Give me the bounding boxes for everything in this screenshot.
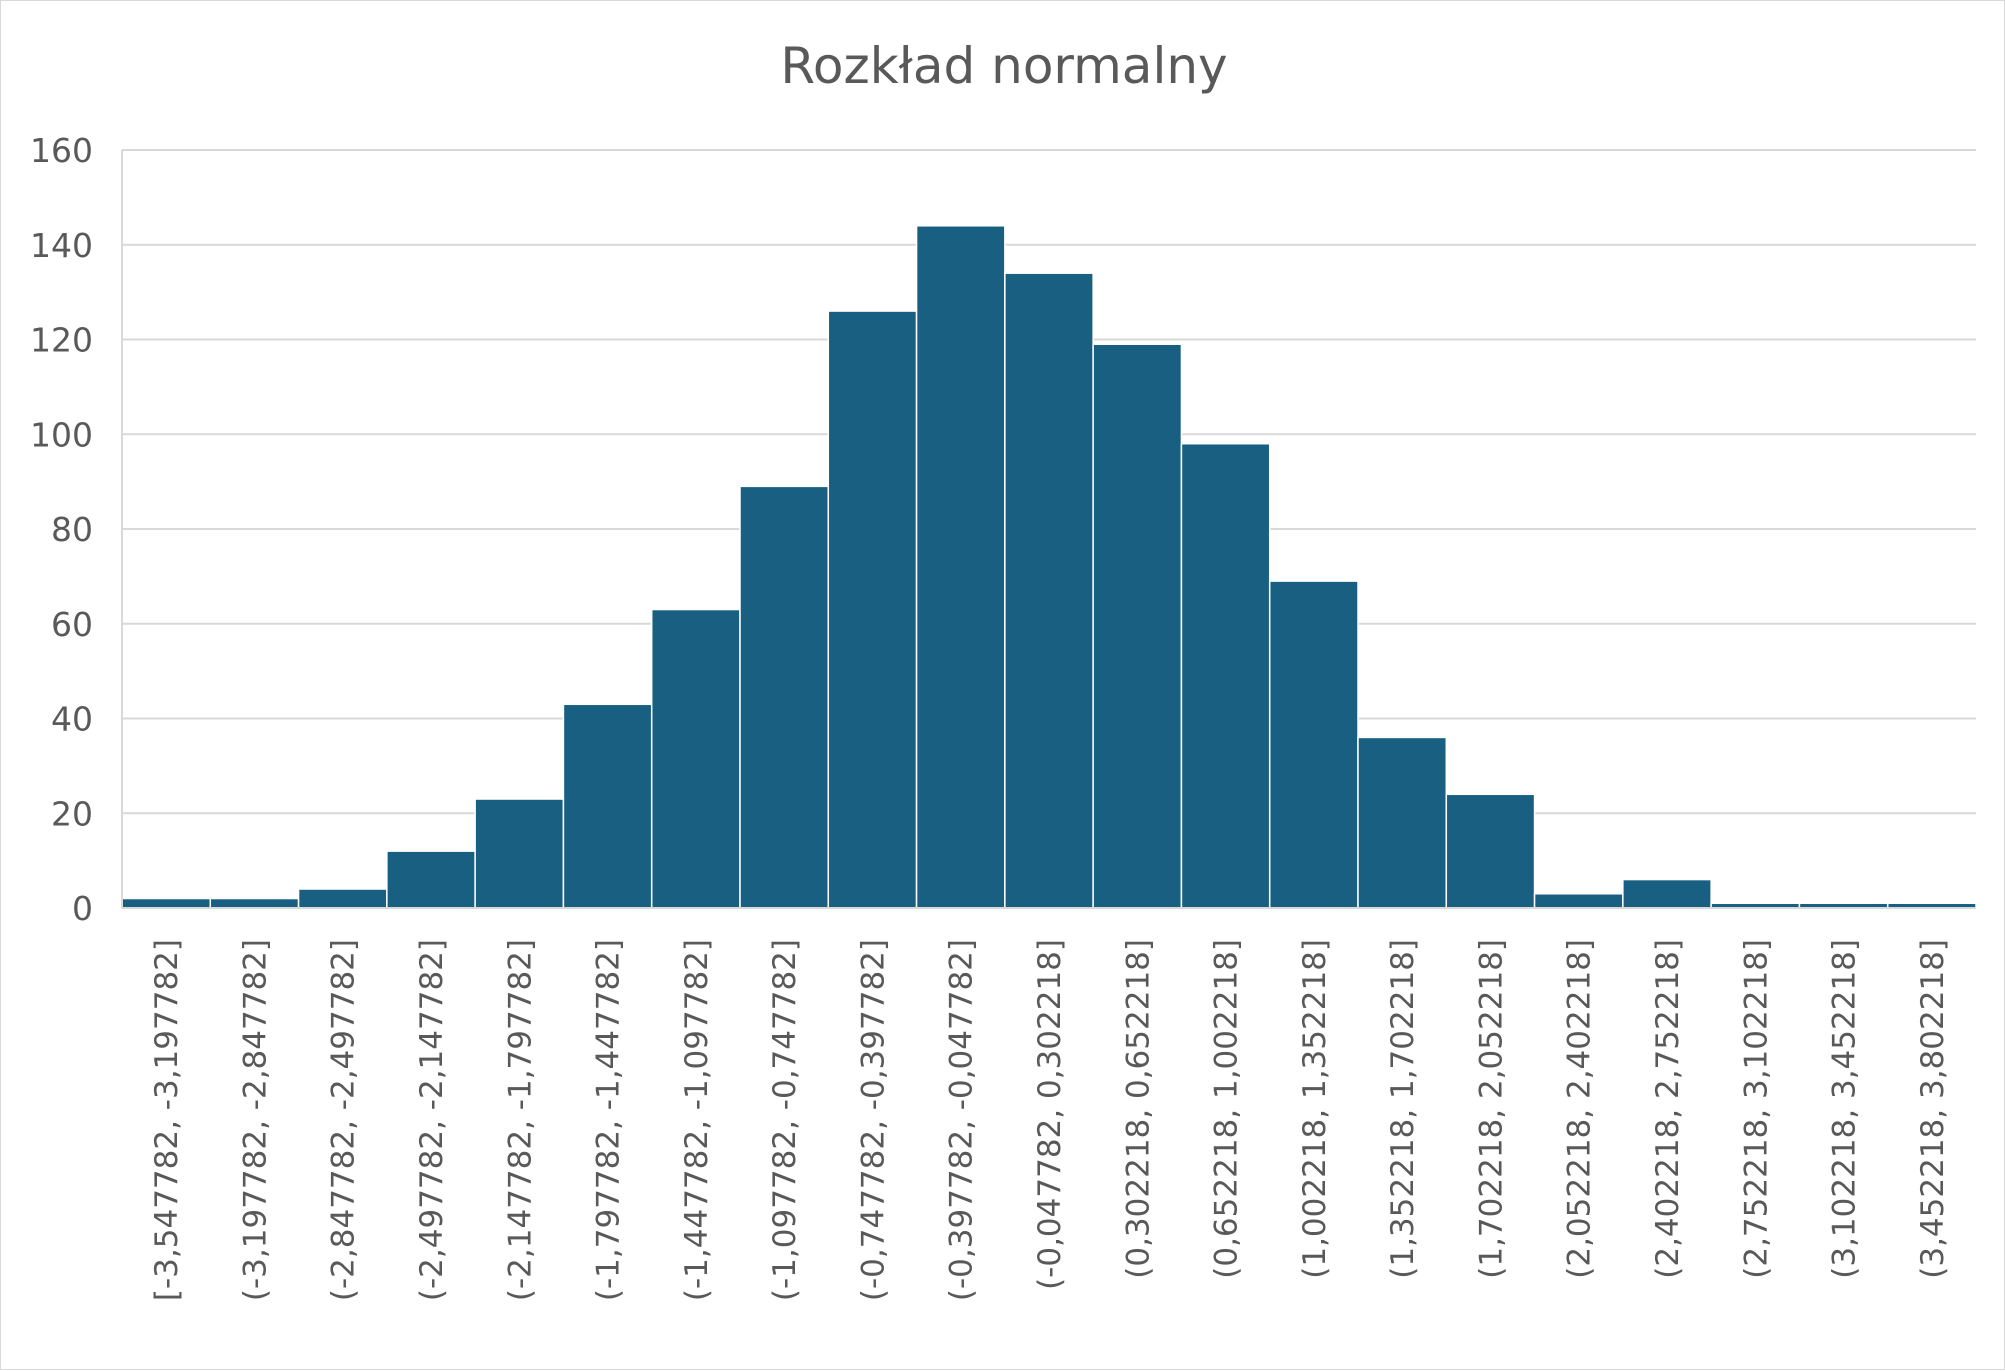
x-tick-label: (-1,097782, -0,747782] (767, 939, 803, 1301)
x-tick-label: (-3,197782, -2,847782] (237, 939, 273, 1301)
histogram-bar (474, 798, 565, 909)
histogram-bar (121, 897, 212, 909)
histogram-bar (1004, 272, 1094, 909)
y-tick-label: 0 (72, 889, 93, 928)
x-tick-label: [-3,547782, -3,197782] (149, 939, 185, 1301)
x-axis-ticks: [-3,547782, -3,197782] (-3,197782, -2,847… (149, 939, 1951, 1301)
histogram-bar (1357, 736, 1448, 909)
x-tick-label: (0,302218, 0,652218] (1120, 939, 1156, 1279)
histogram-bar (1092, 343, 1183, 909)
histogram-bar (1622, 878, 1712, 909)
axes (121, 150, 1976, 909)
x-tick-label: (-1,797782, -1,447782] (591, 939, 627, 1301)
y-tick-label: 60 (51, 605, 93, 644)
histogram-bar (1268, 580, 1359, 909)
x-tick-label: (-1,447782, -1,097782] (679, 939, 715, 1301)
x-tick-label: (1,352218, 1,702218] (1385, 939, 1421, 1279)
y-tick-label: 20 (51, 794, 93, 833)
histogram-bar (562, 703, 653, 909)
histogram-bar (1445, 793, 1536, 909)
y-axis-ticks: 0 20 40 60 80 100 120 140 160 (30, 131, 93, 928)
y-tick-label: 100 (30, 415, 93, 454)
histogram-bar (297, 888, 388, 909)
x-tick-label: (2,752218, 3,102218] (1738, 939, 1774, 1279)
x-tick-label: (-0,047782, 0,302218] (1032, 939, 1068, 1290)
x-tick-label: (1,702218, 2,052218] (1473, 939, 1509, 1279)
bars (121, 225, 1977, 909)
x-tick-label: (2,052218, 2,402218] (1562, 939, 1598, 1279)
histogram-bar (209, 897, 300, 909)
x-tick-label: (-0,747782, -0,397782] (855, 939, 891, 1301)
x-tick-label: (-0,397782, -0,047782] (944, 939, 980, 1301)
histogram-bar (1180, 442, 1271, 909)
chart-title: Rozkład normalny (780, 37, 1227, 95)
histogram-bar (827, 310, 918, 909)
x-tick-label: (1,002218, 1,352218] (1297, 939, 1333, 1279)
x-tick-label: (3,102218, 3,452218] (1827, 939, 1863, 1279)
x-tick-label: (3,452218, 3,802218] (1915, 939, 1951, 1279)
y-tick-label: 120 (30, 321, 93, 360)
x-tick-label: (0,652218, 1,002218] (1209, 939, 1245, 1279)
histogram-bar (739, 485, 830, 909)
y-tick-label: 140 (30, 226, 93, 265)
histogram-bar (386, 850, 476, 909)
histogram-bar (1533, 893, 1624, 909)
x-tick-label: (-2,497782, -2,147782] (414, 939, 450, 1301)
x-tick-label: (-2,147782, -1,797782] (502, 939, 538, 1301)
y-tick-label: 80 (51, 510, 93, 549)
y-tick-label: 40 (51, 700, 93, 739)
x-tick-label: (2,402218, 2,752218] (1650, 939, 1686, 1279)
histogram-bar (650, 608, 741, 909)
histogram-bar (915, 225, 1006, 909)
x-tick-label: (-2,847782, -2,497782] (326, 939, 362, 1301)
y-tick-label: 160 (30, 131, 93, 170)
